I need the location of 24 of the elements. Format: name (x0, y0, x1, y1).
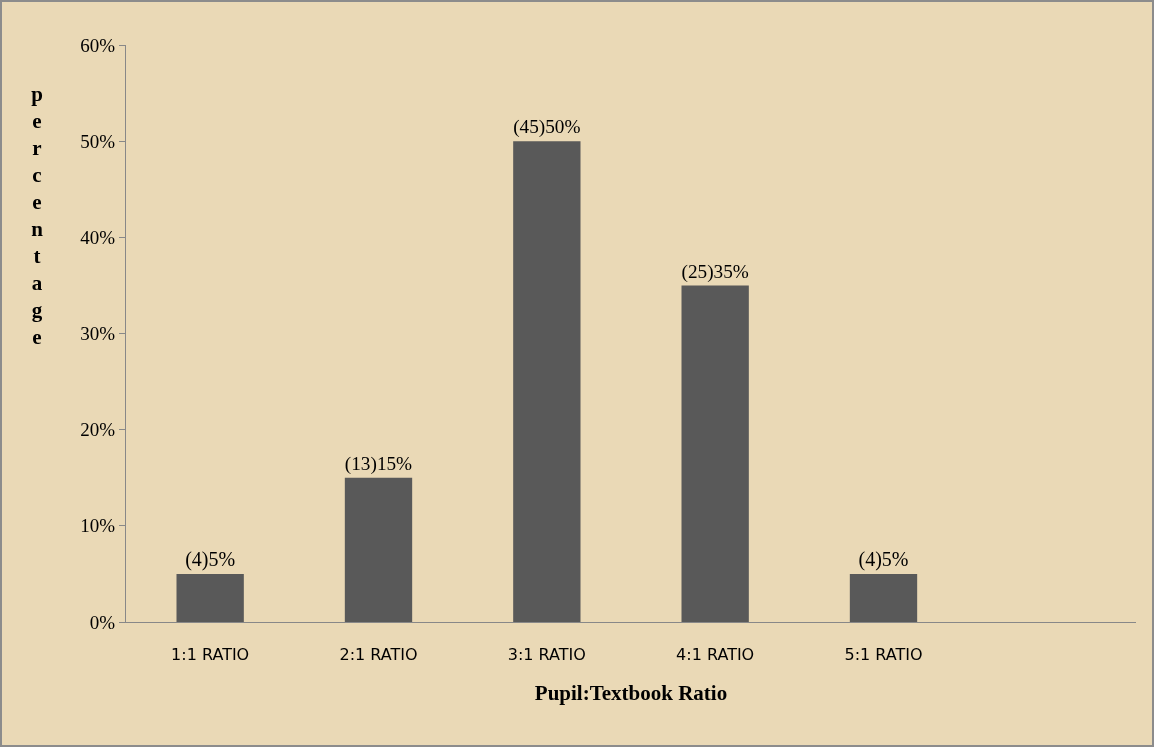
y-tick-label: 0% (89, 611, 116, 633)
y-tick-label: 60% (80, 34, 116, 56)
y-tick-label: 50% (80, 130, 116, 152)
y-tick-label: 20% (80, 419, 116, 441)
data-label: (45)50% (513, 116, 581, 139)
x-tick-label: 4:1 RATIO (676, 645, 755, 665)
x-axis-title: Pupil:Textbook Ratio (534, 681, 728, 706)
bar (513, 141, 581, 622)
data-label: (4)5% (858, 547, 909, 571)
bar (176, 573, 244, 622)
x-tick-label: 2:1 RATIO (339, 645, 418, 665)
y-axis-title: percentage (24, 82, 49, 352)
y-tick-label: 30% (80, 323, 116, 345)
bar (681, 285, 749, 622)
data-label: (25)35% (681, 260, 749, 283)
y-tick-label: 10% (80, 515, 116, 537)
x-tick-label: 1:1 RATIO (171, 645, 250, 665)
x-tick-label: 5:1 RATIO (844, 645, 923, 665)
bar (849, 573, 918, 622)
bar (344, 477, 413, 622)
data-label: (4)5% (185, 547, 236, 571)
x-tick-label: 3:1 RATIO (507, 645, 586, 665)
data-label: (13)15% (344, 452, 413, 475)
y-tick-label: 40% (80, 226, 116, 248)
